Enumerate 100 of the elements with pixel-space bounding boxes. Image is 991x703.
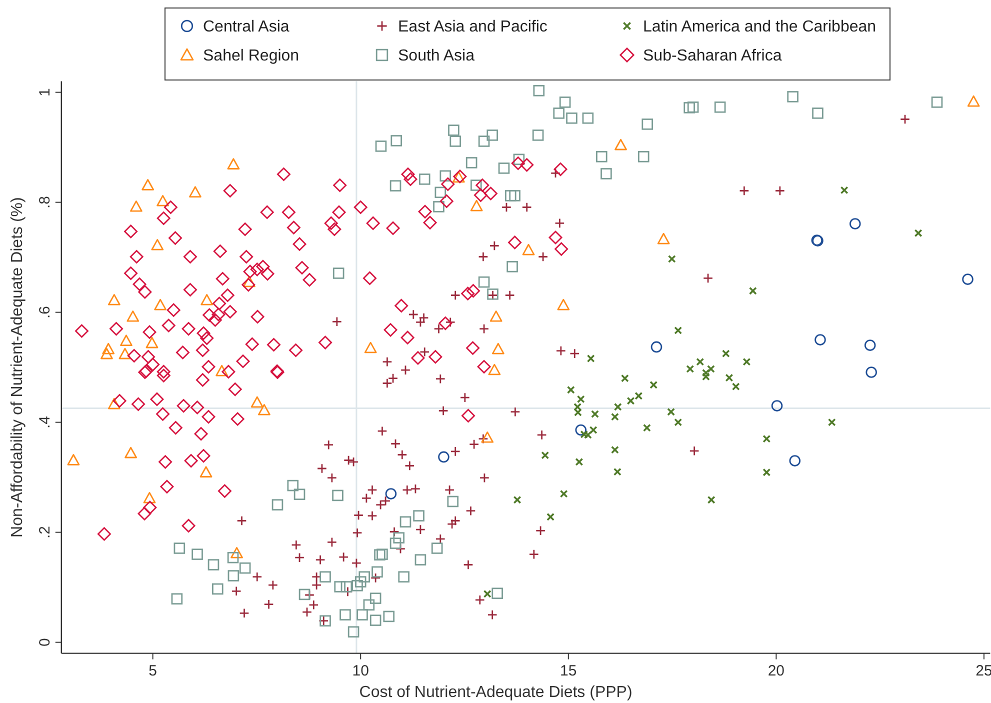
point xyxy=(650,341,662,353)
point xyxy=(108,398,120,410)
y-tick-label: .6 xyxy=(36,306,54,319)
point xyxy=(227,158,240,170)
x-tick-label: 5 xyxy=(148,662,157,680)
point xyxy=(589,426,598,434)
point xyxy=(742,358,751,366)
point xyxy=(481,432,494,443)
x-axis-title: Cost of Nutrient-Adequate Diets (PPP) xyxy=(359,684,632,701)
point xyxy=(483,590,492,598)
point xyxy=(490,310,502,322)
point xyxy=(124,446,137,458)
point xyxy=(216,364,228,376)
point xyxy=(732,382,740,391)
legend-label: South Asia xyxy=(398,48,475,64)
point xyxy=(866,366,877,378)
point xyxy=(557,298,570,310)
point xyxy=(610,412,619,421)
y-tick-label: .4 xyxy=(36,416,54,429)
point xyxy=(488,364,501,376)
point xyxy=(771,400,783,412)
point xyxy=(230,547,243,558)
point xyxy=(146,336,158,348)
point xyxy=(385,488,397,500)
point xyxy=(243,276,256,288)
point xyxy=(967,95,980,107)
point xyxy=(657,232,670,244)
point xyxy=(702,372,710,381)
y-tick-label: 1 xyxy=(36,88,54,96)
point xyxy=(626,396,635,405)
point xyxy=(438,451,450,463)
point xyxy=(200,466,212,478)
point xyxy=(584,430,592,439)
point xyxy=(849,218,861,230)
point xyxy=(546,512,555,521)
point xyxy=(151,239,164,250)
point xyxy=(667,408,676,416)
point xyxy=(156,195,169,206)
legend-label: Central Asia xyxy=(203,18,290,36)
x-tick-label: 20 xyxy=(768,662,785,680)
point xyxy=(126,310,140,322)
point xyxy=(200,294,214,306)
y-tick-label: 0 xyxy=(36,638,54,646)
y-tick-label: .8 xyxy=(36,196,54,209)
legend-label: Sahel Region xyxy=(203,48,300,64)
point xyxy=(586,354,595,362)
legend-label: Sub-Saharan Africa xyxy=(643,48,782,64)
point xyxy=(668,254,676,263)
y-tick-label: .2 xyxy=(36,526,54,539)
point xyxy=(914,229,922,238)
point xyxy=(120,334,132,346)
point xyxy=(650,380,658,389)
point xyxy=(575,458,584,466)
point xyxy=(143,492,156,504)
legend-label: East Asia and Pacific xyxy=(398,18,548,36)
point xyxy=(722,350,730,358)
point xyxy=(828,418,836,426)
point xyxy=(642,424,651,432)
x-tick-label: 15 xyxy=(560,662,577,680)
point xyxy=(686,364,694,373)
point xyxy=(566,386,575,394)
point xyxy=(674,326,682,334)
point xyxy=(118,348,132,360)
point xyxy=(762,468,771,476)
point xyxy=(522,244,535,256)
point xyxy=(258,404,270,416)
point xyxy=(513,496,522,504)
point xyxy=(189,186,202,198)
point xyxy=(840,186,848,194)
point xyxy=(610,446,619,454)
point xyxy=(613,468,622,476)
point xyxy=(67,454,80,466)
y-axis-title: Non-Affordability of Nutrient-Adequate Diets (%) xyxy=(9,197,26,538)
point xyxy=(702,368,710,377)
point xyxy=(814,334,826,346)
point xyxy=(614,138,627,150)
legend-label: Latin America and the Caribbean xyxy=(643,18,876,36)
point xyxy=(706,364,715,373)
point xyxy=(962,274,974,285)
point xyxy=(130,200,142,212)
point xyxy=(560,490,568,498)
point xyxy=(142,179,154,190)
point xyxy=(864,340,876,351)
x-tick-label: 10 xyxy=(352,662,369,680)
point xyxy=(674,418,682,426)
point xyxy=(100,348,113,360)
point xyxy=(492,342,504,354)
point xyxy=(470,200,483,212)
point xyxy=(762,434,771,443)
point xyxy=(620,374,629,382)
point xyxy=(591,410,599,418)
point xyxy=(634,392,643,400)
point xyxy=(707,496,716,504)
point xyxy=(725,374,734,382)
point xyxy=(102,342,115,354)
point xyxy=(614,402,622,411)
point xyxy=(541,451,550,460)
point xyxy=(364,342,377,354)
point xyxy=(748,286,757,295)
point xyxy=(575,424,587,436)
